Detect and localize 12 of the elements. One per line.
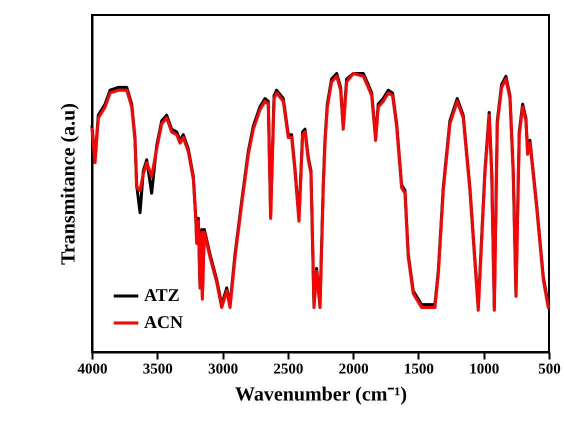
x-tick-label: 2500 (273, 362, 304, 378)
x-tick-label: 500 (538, 362, 561, 378)
x-tick-label: 1500 (404, 362, 434, 378)
x-tick-label: 2000 (338, 362, 369, 378)
x-axis-title: Wavenumber (cm⁻¹) (234, 384, 408, 406)
x-tick-label: 3000 (208, 362, 238, 378)
legend-label: ACN (144, 312, 183, 332)
x-tick-label: 3500 (142, 362, 173, 378)
x-tick-label: 4000 (78, 362, 108, 378)
legend-label: ATZ (144, 285, 180, 305)
y-axis-title: Transmitance (a.u) (58, 103, 80, 265)
x-tick-label: 1000 (469, 362, 500, 378)
